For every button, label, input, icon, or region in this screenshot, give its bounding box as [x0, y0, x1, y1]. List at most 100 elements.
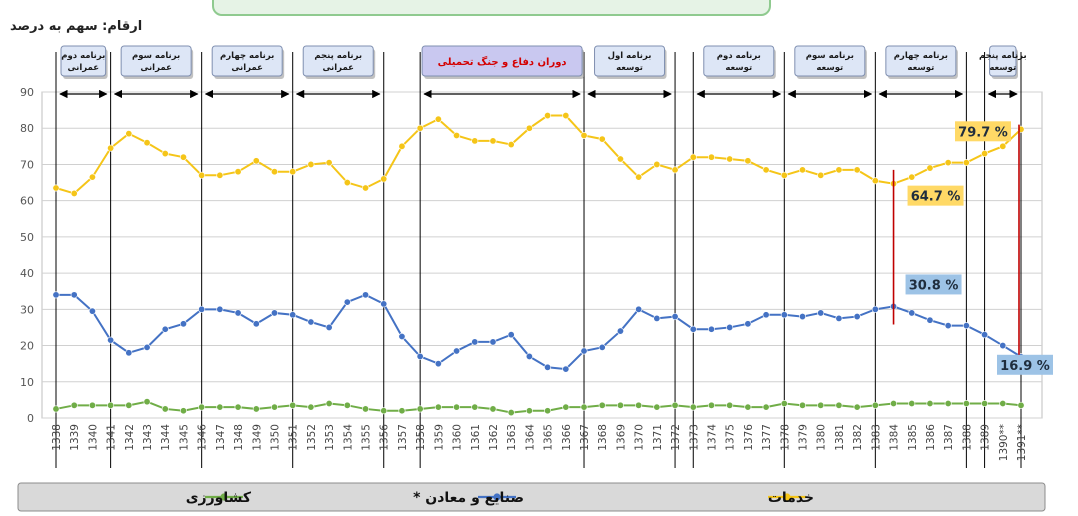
- data-point-industry: [416, 352, 424, 360]
- x-tick-label: 1345: [178, 424, 190, 451]
- x-tick-label: 1360: [452, 424, 464, 451]
- data-point-agriculture: [307, 403, 315, 411]
- data-point-industry: [252, 320, 260, 328]
- x-tick-label: 1338: [51, 424, 63, 451]
- x-tick-label: 1358: [415, 424, 427, 451]
- x-tick-label: 1383: [870, 424, 882, 451]
- data-point-agriculture: [471, 403, 479, 411]
- data-point-industry: [853, 313, 861, 321]
- y-tick-label: 10: [20, 376, 34, 389]
- units-label: ارقام: سهم به درصد: [10, 19, 143, 34]
- data-point-agriculture: [890, 400, 898, 408]
- x-tick-label: 1349: [251, 424, 263, 451]
- data-point-industry: [871, 305, 879, 313]
- x-tick-label: 1342: [124, 424, 136, 451]
- data-point-agriculture: [780, 400, 788, 408]
- data-point-industry: [270, 309, 278, 317]
- x-tick-label: 1346: [197, 424, 209, 451]
- data-point-industry: [125, 349, 133, 357]
- plot-area: [41, 91, 1043, 419]
- legend-label: کشاورزی: [186, 490, 252, 506]
- period-label: دوران دفاع و جنگ تحمیلی: [438, 56, 567, 68]
- y-tick-label: 30: [20, 303, 34, 316]
- x-tick-label: 1374: [706, 424, 718, 451]
- x-tick-label: 1369: [615, 424, 627, 451]
- data-point-services: [234, 168, 242, 176]
- data-point-industry: [744, 320, 752, 328]
- data-point-services: [88, 173, 96, 181]
- data-point-agriculture: [198, 403, 206, 411]
- x-tick-label: 1362: [488, 424, 500, 451]
- x-tick-label: 1339: [69, 424, 81, 451]
- data-point-agriculture: [616, 401, 624, 409]
- period-label: برنامه چهارم عمرانی: [220, 51, 274, 73]
- data-point-industry: [52, 291, 60, 299]
- period-label: برنامه سوم توسعه: [806, 51, 854, 73]
- data-point-agriculture: [962, 400, 970, 408]
- data-point-services: [380, 175, 388, 183]
- data-point-industry: [525, 352, 533, 360]
- data-point-agriculture: [125, 401, 133, 409]
- data-point-agriculture: [817, 401, 825, 409]
- data-point-services: [562, 112, 570, 120]
- data-point-agriculture: [799, 401, 807, 409]
- data-point-services: [799, 166, 807, 174]
- x-tick-label: 1359: [433, 424, 445, 451]
- annotation-label-bg: [905, 274, 962, 295]
- x-tick-label: 1381: [834, 424, 846, 451]
- data-point-services: [398, 142, 406, 150]
- x-tick-label: 1365: [543, 424, 555, 451]
- data-point-agriculture: [926, 400, 934, 408]
- x-tick-label: 1356: [379, 424, 391, 451]
- x-tick-label: 1368: [597, 424, 609, 451]
- data-point-services: [671, 166, 679, 174]
- data-point-services: [125, 130, 133, 138]
- data-point-industry: [544, 363, 552, 371]
- x-tick-label: 1344: [160, 424, 172, 451]
- data-point-agriculture: [1017, 401, 1025, 409]
- data-point-agriculture: [143, 398, 151, 406]
- data-point-agriculture: [544, 407, 552, 415]
- x-tick-label: 1363: [506, 424, 518, 451]
- y-tick-label: 40: [20, 267, 34, 280]
- data-point-services: [853, 166, 861, 174]
- data-point-services: [216, 171, 224, 179]
- legend-swatch-marker: [783, 493, 791, 501]
- data-point-services: [835, 166, 843, 174]
- period-box: [885, 45, 957, 77]
- x-tick-label: 1355: [361, 424, 373, 451]
- data-point-agriculture: [999, 400, 1007, 408]
- data-point-services: [507, 141, 515, 149]
- x-tick-label: 1389: [980, 424, 992, 451]
- data-point-agriculture: [234, 403, 242, 411]
- data-point-agriculture: [434, 403, 442, 411]
- period-label: برنامه پنجم توسعه: [979, 51, 1027, 73]
- x-tick-label: 1391**: [1016, 424, 1028, 461]
- data-point-industry: [635, 305, 643, 313]
- data-point-agriculture: [635, 401, 643, 409]
- data-point-industry: [780, 311, 788, 319]
- data-point-industry: [362, 291, 370, 299]
- data-point-industry: [981, 331, 989, 339]
- data-point-services: [780, 171, 788, 179]
- period-label: برنامه پنجم عمرانی: [314, 51, 362, 73]
- y-tick-label: 60: [20, 195, 34, 208]
- x-tick-label: 1353: [324, 424, 336, 451]
- data-point-industry: [835, 314, 843, 322]
- data-point-services: [453, 131, 461, 139]
- data-point-services: [52, 184, 60, 192]
- data-point-services: [70, 189, 78, 197]
- data-point-agriculture: [216, 403, 224, 411]
- data-point-services: [143, 139, 151, 147]
- data-point-agriculture: [380, 407, 388, 415]
- data-point-agriculture: [416, 405, 424, 413]
- data-point-industry: [999, 342, 1007, 350]
- data-point-industry: [616, 327, 624, 335]
- data-point-industry: [926, 316, 934, 324]
- data-point-agriculture: [507, 409, 515, 417]
- x-tick-label: 1376: [743, 424, 755, 451]
- x-tick-label: 1340: [87, 424, 99, 451]
- period-label: برنامه چهارم توسعه: [894, 51, 948, 73]
- data-point-industry: [671, 313, 679, 321]
